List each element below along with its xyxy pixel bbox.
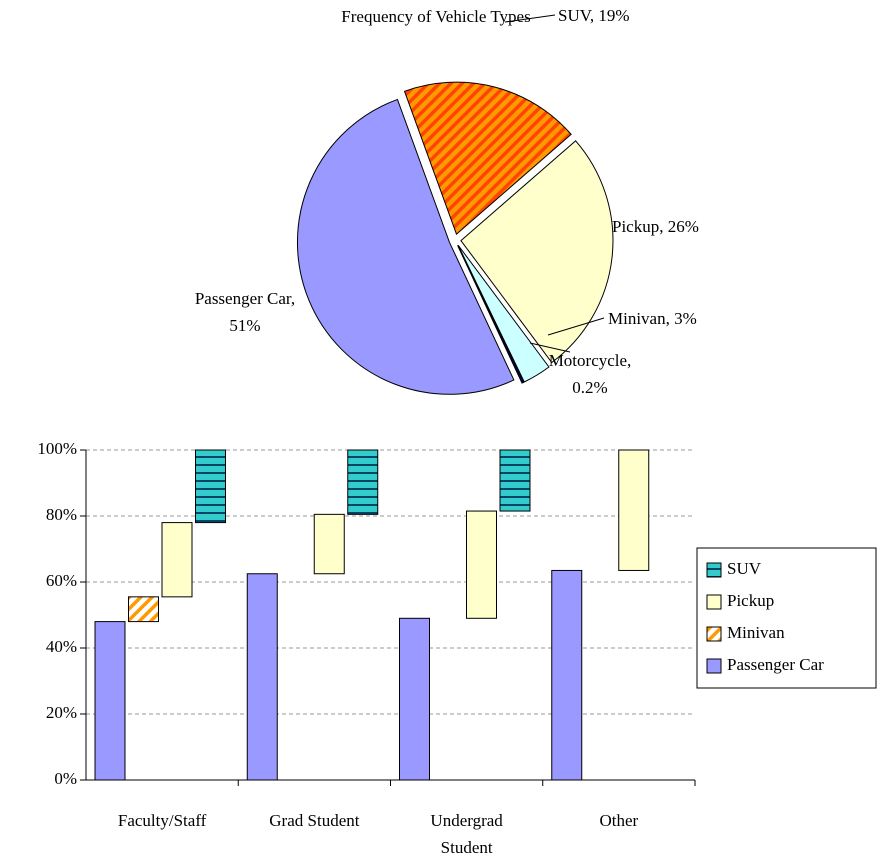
slice-label: Motorcycle, 0.2%: [549, 351, 632, 397]
bar: [399, 617, 430, 781]
legend-label: Minivan: [727, 623, 785, 642]
x-tick-label: Grad Student: [269, 811, 359, 830]
legend-box: [696, 547, 877, 689]
legend-label: SUV: [727, 559, 762, 578]
leader-line: [529, 342, 571, 353]
y-tick-label: 60%: [46, 571, 77, 590]
bar: [195, 449, 226, 524]
bar: [466, 510, 497, 619]
chart-title: Frequency of Vehicle Types: [341, 7, 530, 26]
leader-line: [504, 14, 556, 23]
pie-slice: [296, 98, 515, 395]
bar: [161, 522, 193, 598]
y-tick-label: 100%: [37, 439, 77, 458]
y-tick-label: 80%: [46, 505, 77, 524]
legend-label: Pickup: [727, 591, 774, 610]
leader-line: [547, 317, 605, 336]
slice-label: Pickup, 26%: [612, 217, 699, 236]
legend-swatch: [706, 594, 722, 610]
bar: [94, 621, 126, 781]
legend-label: Passenger Car: [727, 655, 824, 674]
pie-slice: [457, 244, 550, 383]
y-tick-label: 20%: [46, 703, 77, 722]
bar: [313, 513, 345, 575]
legend-swatch: [706, 562, 722, 578]
pie-slice: [460, 140, 614, 364]
slice-label: SUV, 19%: [558, 6, 629, 25]
legend-swatch: [706, 658, 722, 674]
bar: [499, 449, 531, 512]
y-tick-label: 0%: [54, 769, 77, 788]
bar: [551, 569, 583, 781]
bar: [618, 449, 650, 571]
legend-swatch: [706, 626, 722, 642]
bar: [246, 573, 278, 781]
pie-slice: [403, 81, 572, 236]
pie-slice: [457, 245, 525, 384]
x-tick-label: Faculty/Staff: [118, 811, 207, 830]
x-tick-label: Other: [600, 811, 639, 830]
slice-label: Passenger Car, 51%: [195, 289, 295, 335]
bar: [128, 596, 159, 623]
bar: [347, 449, 379, 515]
y-tick-label: 40%: [46, 637, 77, 656]
slice-label: Minivan, 3%: [608, 309, 697, 328]
x-tick-label: Undergrad Student: [430, 811, 503, 857]
